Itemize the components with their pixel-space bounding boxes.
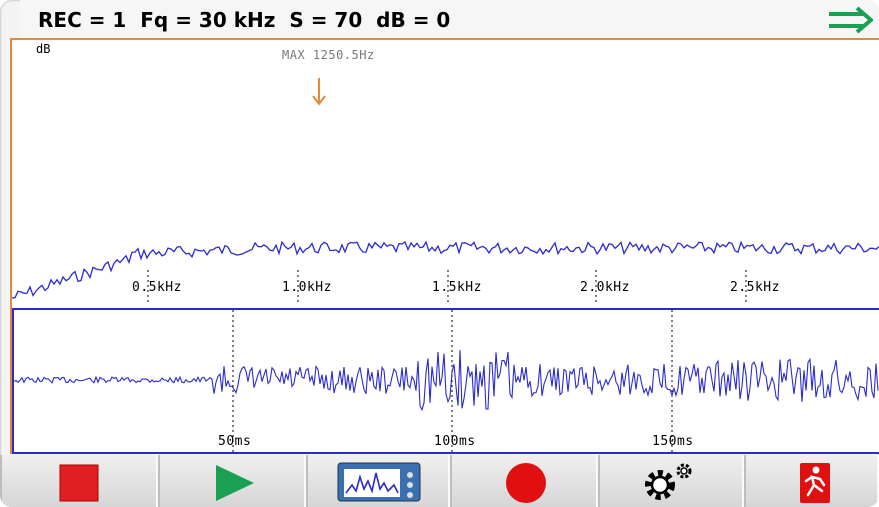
link-arrow-icon[interactable] (827, 6, 873, 34)
waveform-trace (14, 350, 879, 412)
bottom-toolbar (0, 455, 879, 507)
play-icon (216, 465, 254, 501)
record-button[interactable] (450, 455, 598, 507)
freq-tick-label: 0.5kHz (132, 280, 182, 295)
waveform-plot (14, 310, 879, 452)
exit-button[interactable] (744, 455, 879, 507)
spectrum-trace (12, 240, 879, 299)
record-icon (506, 463, 546, 503)
spectrum-view-button[interactable] (306, 455, 450, 507)
freq-tick-label: 1.0kHz (282, 280, 332, 295)
status-text: REC = 1 Fq = 30 kHz S = 70 dB = 0 (38, 8, 451, 32)
analyzer-icon (337, 462, 421, 502)
freq-tick-label: 2.5kHz (730, 280, 780, 295)
waveform-panel (12, 308, 879, 454)
time-tick-label: 100ms (434, 434, 476, 449)
settings-button[interactable] (598, 455, 744, 507)
peak-marker-label: MAX 1250.5Hz (282, 48, 375, 62)
status-header: REC = 1 Fq = 30 kHz S = 70 dB = 0 (20, 0, 879, 38)
scope-display (10, 38, 879, 454)
stop-button[interactable] (0, 455, 158, 507)
spectrum-plot (12, 78, 879, 302)
spectrum-unit-label: dB (36, 42, 51, 56)
stop-icon (59, 464, 99, 502)
time-tick-label: 150ms (652, 434, 694, 449)
exit-run-icon (800, 463, 830, 503)
gears-icon (645, 463, 692, 500)
play-button[interactable] (158, 455, 306, 507)
freq-tick-label: 1.5kHz (432, 280, 482, 295)
time-tick-label: 50ms (218, 434, 252, 449)
freq-tick-label: 2.0kHz (580, 280, 630, 295)
marker-arrow-head (312, 95, 326, 106)
